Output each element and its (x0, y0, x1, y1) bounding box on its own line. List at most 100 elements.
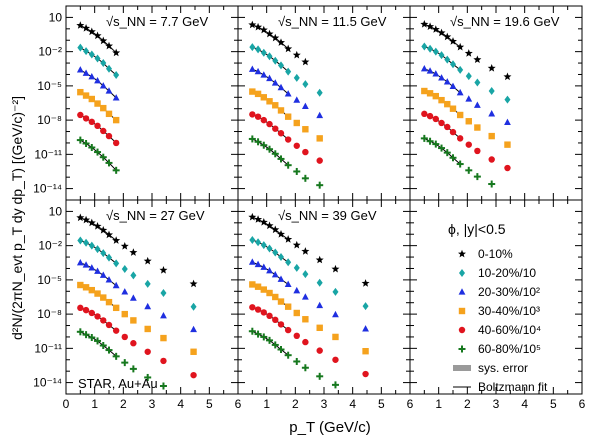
data-point (94, 290, 101, 297)
data-point (121, 265, 128, 274)
data-point (293, 96, 301, 103)
data-point (277, 345, 285, 353)
data-point (420, 20, 429, 28)
data-point (248, 258, 256, 265)
data-point (121, 333, 128, 341)
data-point (259, 218, 268, 226)
data-point (88, 286, 95, 294)
data-point (82, 331, 90, 339)
data-point (271, 341, 279, 349)
data-point (504, 141, 511, 148)
y-tick-label: 10 (49, 10, 63, 24)
data-point (361, 279, 370, 287)
data-point (159, 382, 167, 390)
x-tick-label: 6 (579, 397, 586, 411)
data-point (456, 42, 465, 51)
data-point (426, 22, 435, 30)
data-point (271, 150, 279, 158)
data-point (443, 78, 451, 85)
data-point (83, 238, 90, 247)
data-point (426, 112, 434, 120)
data-point (332, 287, 339, 296)
data-point (112, 281, 120, 289)
data-point (260, 309, 267, 316)
data-point (271, 225, 280, 234)
data-point (106, 253, 112, 262)
x-tick-label: 5 (378, 397, 385, 411)
data-point (265, 221, 274, 230)
data-point (100, 317, 107, 324)
data-point (450, 60, 456, 69)
data-point (465, 95, 473, 102)
data-point (316, 181, 324, 189)
data-point (432, 140, 440, 148)
data-point (88, 118, 96, 126)
data-point (112, 94, 120, 101)
data-point (77, 236, 84, 245)
data-point (249, 111, 256, 118)
data-point (432, 115, 439, 123)
data-point (465, 72, 472, 81)
data-point (316, 372, 324, 380)
data-point (284, 44, 293, 53)
data-point (130, 340, 137, 347)
legend-sys-error-swatch (453, 365, 471, 371)
x-tick-label: 3 (149, 397, 156, 411)
x-axis-label: p_T (GeV/c) (289, 419, 370, 436)
data-point (76, 21, 85, 29)
data-point (249, 304, 256, 311)
data-point (301, 293, 309, 300)
data-point (254, 260, 262, 268)
data-point (316, 157, 323, 164)
data-point (112, 236, 121, 244)
data-point (449, 37, 457, 45)
data-point (465, 166, 473, 174)
data-point (301, 247, 310, 255)
data-point (331, 381, 339, 389)
data-point (82, 69, 90, 76)
data-point (457, 65, 464, 74)
data-point (488, 156, 495, 163)
data-point (266, 74, 273, 82)
data-point (87, 218, 96, 227)
data-point (302, 338, 309, 346)
data-point (443, 32, 452, 41)
x-tick-label: 5 (550, 397, 557, 411)
legend-marker (458, 345, 466, 353)
data-point (190, 348, 197, 355)
legend-marker (458, 326, 466, 334)
data-point (254, 138, 262, 146)
data-point (474, 78, 481, 87)
data-point (504, 95, 511, 104)
data-point (99, 82, 107, 89)
data-point (266, 312, 273, 320)
data-point (106, 64, 112, 73)
data-point (94, 76, 101, 84)
data-point (144, 348, 151, 355)
panel-frame (237, 199, 411, 395)
data-point (277, 275, 285, 282)
data-point (437, 28, 446, 37)
data-point (332, 333, 339, 341)
data-point (487, 63, 496, 72)
data-point (285, 67, 292, 76)
data-point (301, 102, 309, 110)
data-point (130, 271, 137, 280)
data-point (315, 255, 324, 264)
data-point (105, 110, 113, 118)
data-point (426, 137, 434, 145)
data-point (93, 222, 102, 230)
panel-frame (409, 5, 583, 201)
data-point (254, 22, 263, 31)
data-point (260, 263, 268, 270)
data-point (88, 50, 95, 59)
data-point (76, 258, 84, 266)
data-point (94, 122, 101, 130)
data-point (105, 41, 113, 50)
data-point (266, 145, 274, 153)
data-point (82, 306, 90, 314)
data-point (284, 136, 292, 143)
data-point (160, 357, 167, 365)
data-point (160, 312, 167, 319)
legend-marker (458, 249, 466, 258)
